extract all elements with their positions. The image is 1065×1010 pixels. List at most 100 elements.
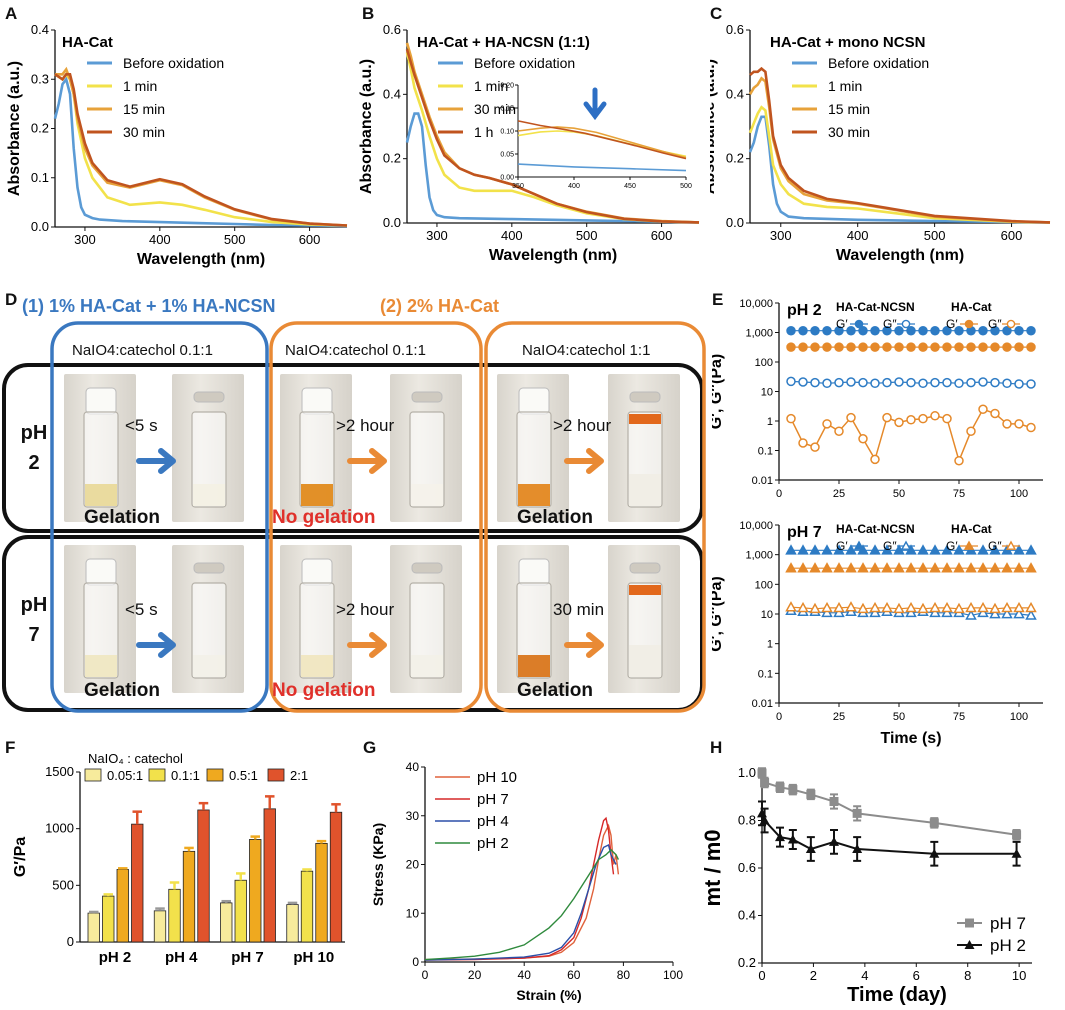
data-point-triangle <box>809 562 821 573</box>
legend-group-ncsn: HA-Cat-NCSN <box>836 522 915 536</box>
x-tick-label: 0 <box>776 711 782 723</box>
x-tick-label: 4 <box>861 968 868 983</box>
data-point-circle <box>930 411 940 421</box>
data-point-circle <box>918 378 928 389</box>
data-point-circle <box>882 377 892 388</box>
x-tick-label: 500 <box>924 228 946 243</box>
data-point-circle <box>1014 325 1024 336</box>
bar <box>249 839 262 943</box>
vial-photo-after <box>608 374 680 522</box>
data-point-circle <box>846 377 856 387</box>
reaction-arrow-icon <box>564 448 604 474</box>
y-axis-title: Absorbance (a.u.) <box>710 59 718 194</box>
data-point-square <box>760 778 770 787</box>
data-point-circle <box>978 377 988 387</box>
series-line-0 <box>53 76 348 228</box>
data-point-circle <box>954 342 964 352</box>
data-point-triangle <box>989 544 1001 555</box>
x-axis-title: Wavelength (nm) <box>489 247 617 264</box>
legend-marker <box>964 940 975 949</box>
data-point-triangle <box>785 544 797 555</box>
inset-y-tick-label: 0.00 <box>500 175 514 182</box>
x-axis-title: Wavelength (nm) <box>137 251 265 268</box>
data-point-circle <box>930 342 940 352</box>
data-point-circle <box>978 325 988 336</box>
data-point-circle <box>822 342 832 352</box>
series-line-1 <box>761 813 1017 855</box>
legend-label: 0.1:1 <box>171 768 200 783</box>
y-tick-label: 0.0 <box>383 215 401 230</box>
y-tick-label: 0.6 <box>726 22 744 37</box>
y-tick-label: 0.2 <box>738 955 756 970</box>
series-line-2 <box>55 66 348 227</box>
legend-label: pH 2 <box>990 936 1026 955</box>
y-axis-title: Absorbance (a.u.) <box>6 61 23 196</box>
reaction-arrow-icon <box>347 448 387 474</box>
x-tick-label: 75 <box>953 488 965 500</box>
data-point-circle <box>798 325 808 336</box>
data-point-circle <box>954 455 964 466</box>
data-point-circle <box>990 377 1000 388</box>
series-line-0 <box>748 115 1051 224</box>
y-tick-label: 1.0 <box>738 765 756 780</box>
reaction-time-label: >2 hour <box>553 416 612 435</box>
y-tick-label: 0.3 <box>31 71 49 86</box>
D-col1-header: NaIO4:catechol 0.1:1 <box>72 342 213 359</box>
series-line-0 <box>405 112 700 224</box>
data-point-circle <box>1002 325 1012 336</box>
legend-swatch <box>148 768 166 782</box>
x-tick-label: 600 <box>651 228 673 243</box>
data-point-triangle <box>917 602 929 614</box>
data-point-circle <box>1026 379 1036 389</box>
x-axis-title: Time (day) <box>847 984 947 1006</box>
vial-photo-before <box>64 545 136 693</box>
data-point-triangle <box>977 606 989 618</box>
data-point-triangle <box>929 601 941 613</box>
vial-photo-before <box>280 374 352 522</box>
D-group2-title: (2) 2% HA-Cat <box>380 296 500 316</box>
y-tick-label: 1,000 <box>745 550 773 562</box>
data-point-circle <box>798 377 808 387</box>
bar <box>220 902 233 943</box>
data-point-circle <box>822 419 832 429</box>
data-point-circle <box>834 426 844 436</box>
data-point-circle <box>846 342 856 352</box>
panel-label-G: G <box>363 738 377 757</box>
chart-H-mass: 0 2 4 6 8 10 0.2 0.4 0.6 0.8 1.0 Time (day) mt / m0 p… <box>700 765 1032 1006</box>
data-point-triangle <box>805 844 816 853</box>
legend-swatch <box>206 768 224 782</box>
series-line-2 <box>424 843 617 961</box>
y-tick-label: 10 <box>761 387 773 399</box>
legend-marker <box>901 319 911 329</box>
data-point-triangle <box>821 544 833 555</box>
vial-photo-after <box>390 545 462 693</box>
inset-arrow-icon <box>583 87 607 121</box>
data-point-circle <box>858 325 868 336</box>
data-point-triangle <box>852 844 863 853</box>
legend-label: 30 min <box>474 101 516 117</box>
x-category-label: pH 7 <box>231 949 264 966</box>
data-point-circle <box>918 325 928 336</box>
x-tick-label: 400 <box>149 232 171 247</box>
vial-photo-before <box>497 374 569 522</box>
y-tick-label: 0 <box>67 934 74 949</box>
bar <box>286 904 299 943</box>
data-point-circle <box>1026 342 1036 352</box>
data-point-triangle <box>869 606 881 618</box>
data-point-triangle <box>989 602 1001 614</box>
y-tick-label: 1000 <box>45 821 74 836</box>
data-point-circle <box>810 325 820 336</box>
gelation-outcome: No gelation <box>272 680 376 701</box>
data-point-circle <box>822 325 832 336</box>
legend-label: Before oxidation <box>828 55 929 71</box>
legend-swatch <box>84 768 102 782</box>
legend-label: pH 7 <box>990 914 1026 933</box>
data-point-triangle <box>1013 562 1025 573</box>
data-point-circle <box>798 438 808 448</box>
data-point-circle <box>1026 325 1036 336</box>
legend-marker <box>1005 540 1017 550</box>
y-tick-label: 30 <box>406 809 420 823</box>
data-point-circle <box>906 377 916 388</box>
data-point-circle <box>1014 419 1024 429</box>
data-point-triangle <box>1013 601 1025 613</box>
